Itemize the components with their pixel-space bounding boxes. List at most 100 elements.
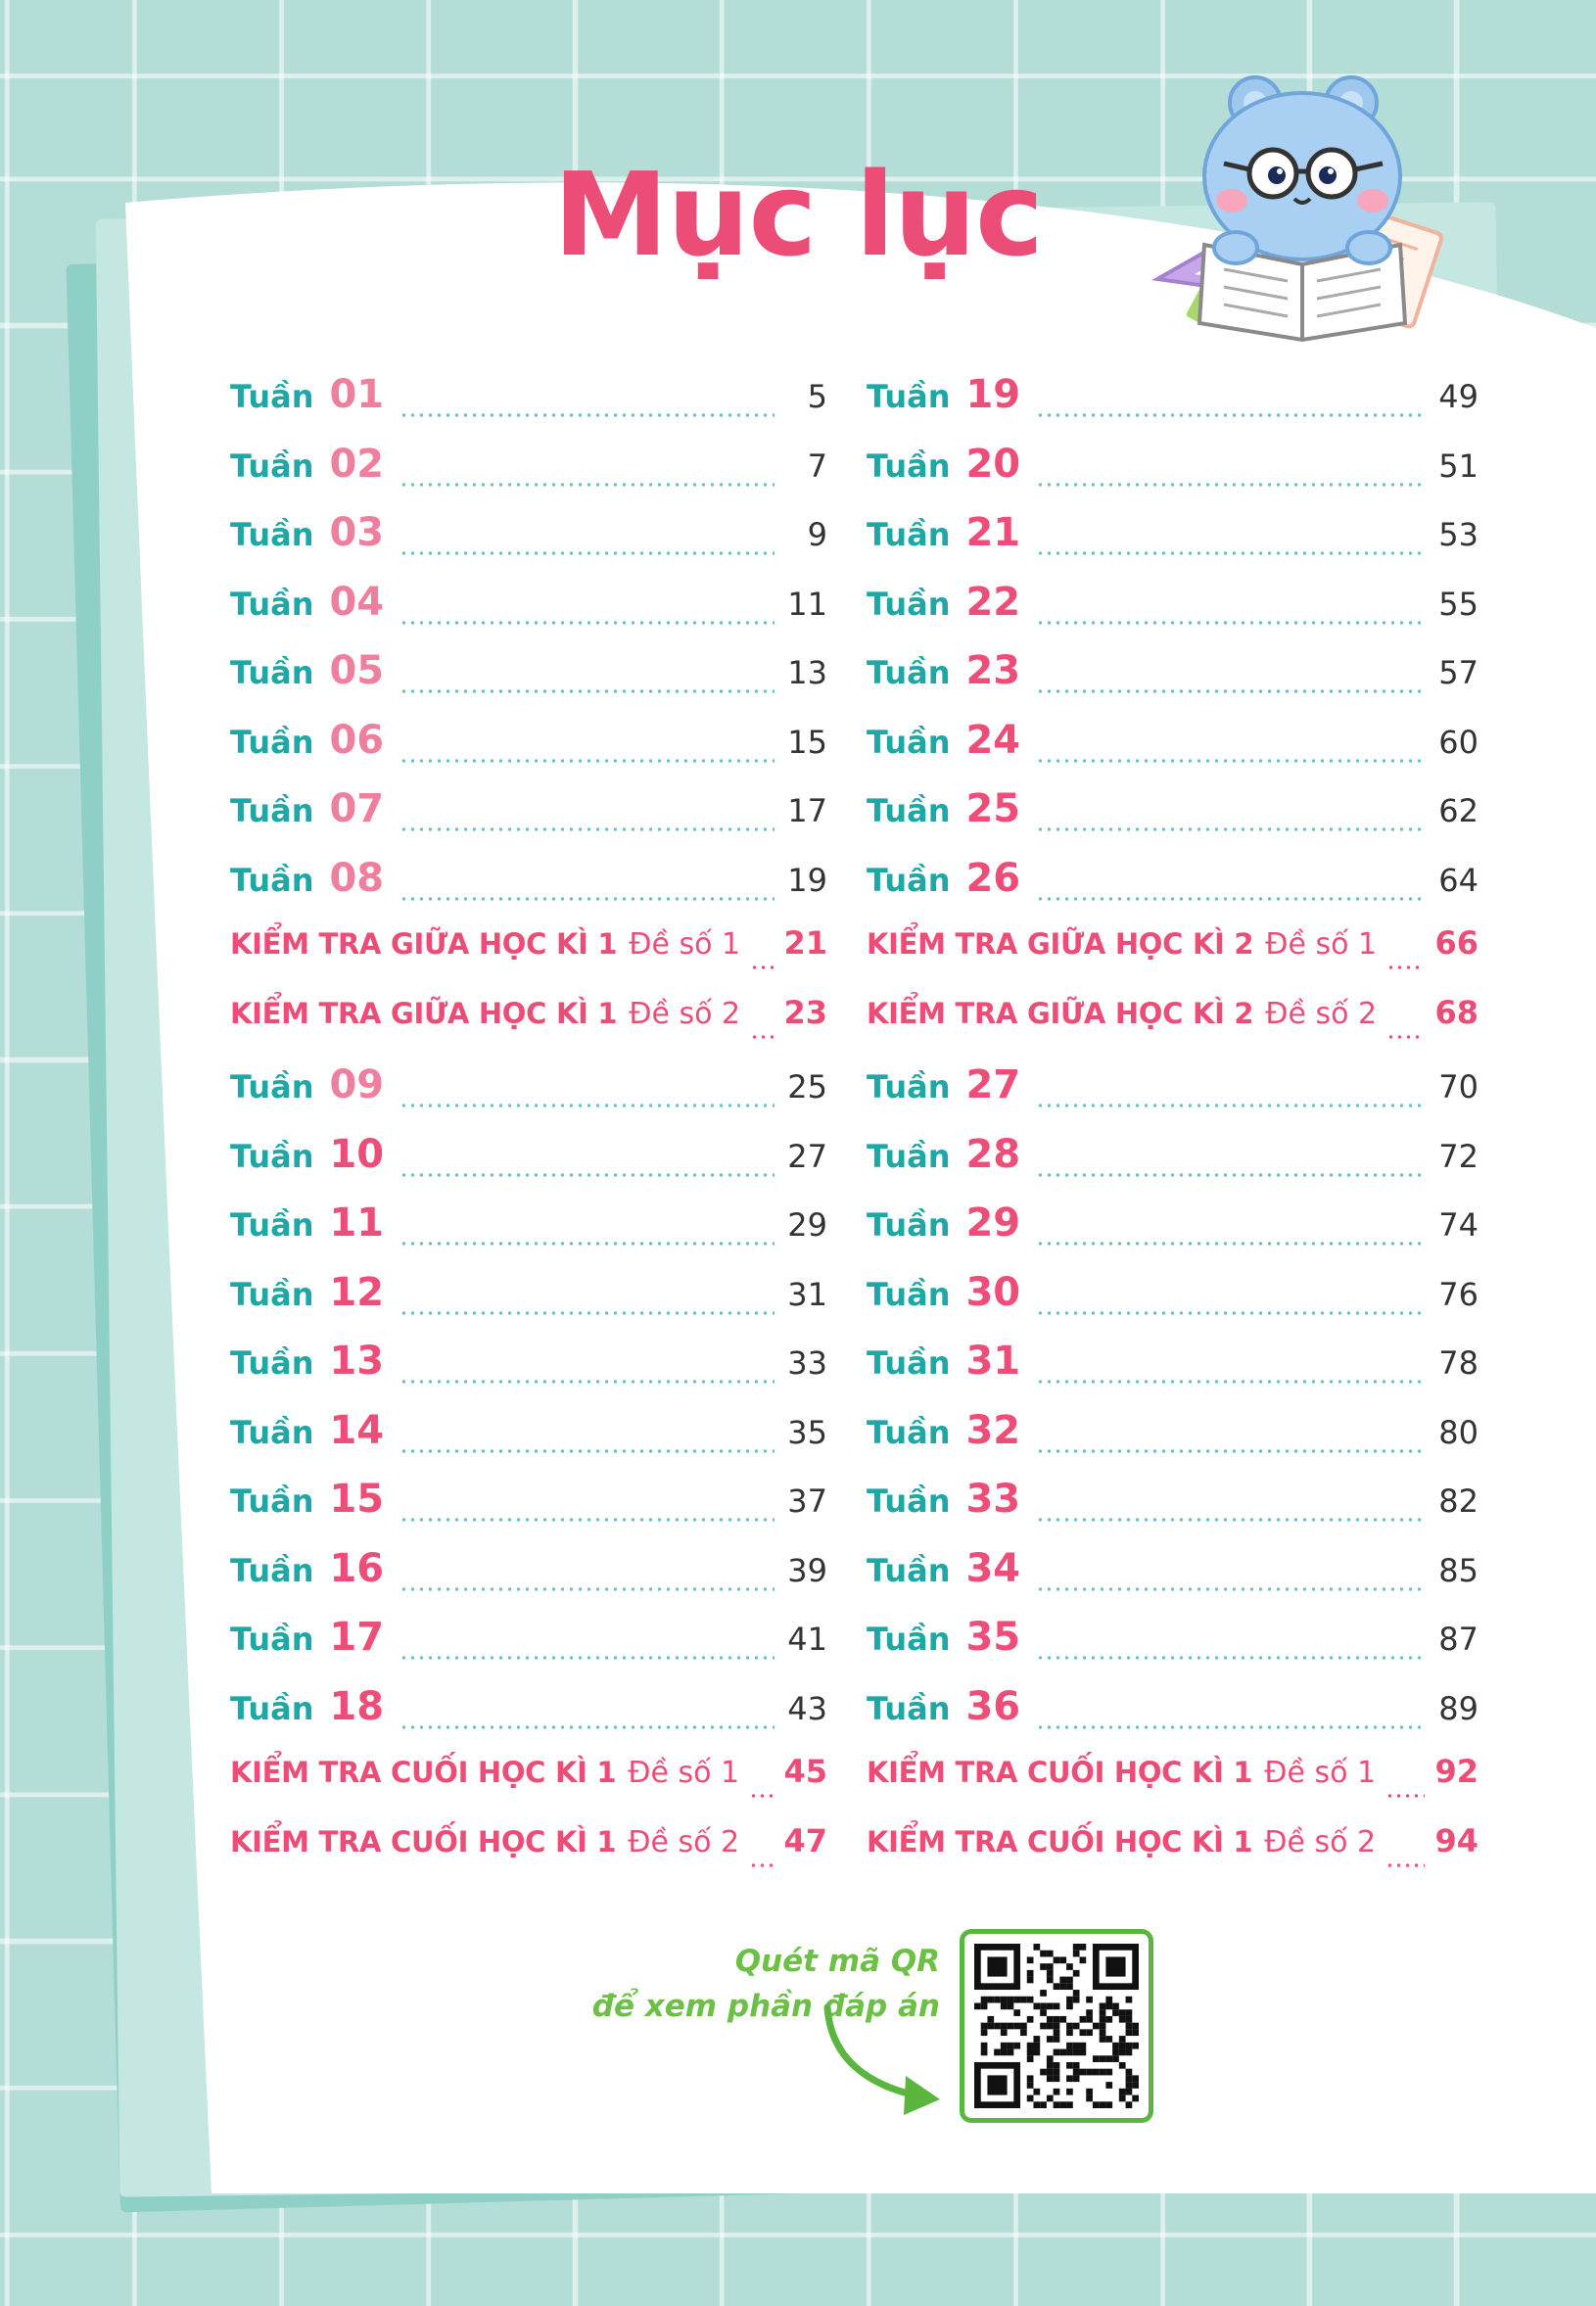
toc-entry[interactable]: Tuần 19 49 <box>867 372 1479 442</box>
toc-entry[interactable]: Tuần 28 72 <box>867 1132 1479 1201</box>
week-number: 36 <box>965 1683 1021 1729</box>
toc-entry[interactable]: Tuần 34 85 <box>867 1546 1479 1616</box>
week-number: 29 <box>965 1200 1021 1246</box>
page-number: 87 <box>1438 1621 1479 1658</box>
toc-entry[interactable]: Tuần 15 37 <box>230 1477 827 1546</box>
dot-leader <box>749 1794 775 1799</box>
page-number: 70 <box>1438 1068 1479 1106</box>
toc-entry[interactable]: Tuần 36 89 <box>867 1684 1479 1754</box>
week-number: 06 <box>329 717 385 763</box>
toc-entry[interactable]: Tuần 02 7 <box>230 442 827 511</box>
exam-title: KIỂM TRA GIỮA HỌC KÌ 2 <box>867 996 1254 1030</box>
toc-entry[interactable]: KIỂM TRA CUỐI HỌC KÌ 1 Đề số 1 92 <box>867 1753 1479 1822</box>
dot-leader <box>1036 689 1426 694</box>
dot-leader <box>399 1586 775 1591</box>
toc-entry[interactable]: KIỂM TRA CUỐI HỌC KÌ 1 Đề số 2 94 <box>867 1822 1479 1892</box>
week-label: Tuần <box>230 1275 314 1313</box>
week-label: Tuần <box>230 792 314 829</box>
toc-entry[interactable]: KIỂM TRA GIỮA HỌC KÌ 2 Đề số 1 66 <box>867 924 1479 994</box>
page-number: 39 <box>787 1551 827 1589</box>
toc-entry[interactable]: Tuần 14 35 <box>230 1408 827 1478</box>
page-number: 57 <box>1438 654 1479 691</box>
dot-leader <box>1036 1724 1426 1729</box>
toc-entry[interactable]: Tuần 03 9 <box>230 510 827 580</box>
dot-leader <box>399 1242 775 1247</box>
toc-entry[interactable]: KIỂM TRA GIỮA HỌC KÌ 1 Đề số 2 23 <box>230 994 827 1063</box>
toc-entry[interactable]: Tuần 12 31 <box>230 1270 827 1340</box>
page-number: 11 <box>787 585 827 623</box>
dot-leader <box>399 1310 775 1315</box>
dot-leader <box>1036 1380 1426 1385</box>
week-label: Tuần <box>230 378 314 415</box>
toc-entry[interactable]: Tuần 09 25 <box>230 1062 827 1132</box>
dot-leader <box>399 1104 775 1108</box>
qr-code-icon <box>974 1944 1139 2108</box>
page-number: 49 <box>1438 378 1479 415</box>
week-label: Tuần <box>230 861 314 899</box>
toc-entry[interactable]: Tuần 22 55 <box>867 580 1479 649</box>
toc-entry[interactable]: Tuần 23 57 <box>867 648 1479 718</box>
page-number: 23 <box>783 993 827 1031</box>
toc-entry[interactable]: Tuần 18 43 <box>230 1684 827 1754</box>
page-number: 43 <box>787 1689 827 1727</box>
toc-entry[interactable]: Tuần 07 17 <box>230 786 827 856</box>
toc-entry[interactable]: Tuần 32 80 <box>867 1408 1479 1478</box>
toc-entry[interactable]: KIỂM TRA CUỐI HỌC KÌ 1 Đề số 1 45 <box>230 1753 827 1822</box>
qr-code[interactable] <box>960 1929 1153 2123</box>
week-label: Tuần <box>230 1689 314 1727</box>
week-label: Tuần <box>230 1344 314 1382</box>
exam-title: KIỂM TRA CUỐI HỌC KÌ 1 <box>230 1756 617 1789</box>
toc-entry[interactable]: Tuần 16 39 <box>230 1546 827 1616</box>
toc-entry[interactable]: Tuần 31 78 <box>867 1339 1479 1408</box>
toc-entry[interactable]: Tuần 35 87 <box>867 1615 1479 1684</box>
toc-entry[interactable]: Tuần 24 60 <box>867 718 1479 787</box>
page-number: 62 <box>1438 792 1479 829</box>
exam-title: KIỂM TRA CUỐI HỌC KÌ 1 <box>867 1756 1253 1789</box>
toc-entry[interactable]: KIỂM TRA GIỮA HỌC KÌ 1 Đề số 1 21 <box>230 924 827 994</box>
week-label: Tuần <box>867 447 951 485</box>
page-number: 33 <box>787 1344 827 1382</box>
toc-entry[interactable]: Tuần 26 64 <box>867 856 1479 925</box>
toc-entry[interactable]: Tuần 17 41 <box>230 1615 827 1684</box>
toc-entry[interactable]: Tuần 11 29 <box>230 1200 827 1270</box>
page-number: 31 <box>787 1275 827 1313</box>
dot-leader <box>1036 1586 1426 1591</box>
week-number: 07 <box>329 786 385 831</box>
page-number: 80 <box>1438 1413 1479 1451</box>
toc-entry[interactable]: Tuần 05 13 <box>230 648 827 718</box>
dot-leader <box>1036 413 1426 418</box>
toc-entry[interactable]: Tuần 20 51 <box>867 442 1479 511</box>
week-number: 02 <box>329 441 385 487</box>
toc-entry[interactable]: Tuần 06 15 <box>230 718 827 787</box>
toc-entry[interactable]: Tuần 33 82 <box>867 1477 1479 1546</box>
week-number: 09 <box>329 1062 385 1107</box>
exam-subtitle: Đề số 2 <box>629 996 741 1031</box>
toc-entry[interactable]: KIỂM TRA GIỮA HỌC KÌ 2 Đề số 2 68 <box>867 994 1479 1063</box>
page-number: 13 <box>787 654 827 691</box>
toc-entry[interactable]: Tuần 29 74 <box>867 1200 1479 1270</box>
dot-leader <box>1385 1862 1426 1867</box>
toc-entry[interactable]: Tuần 30 76 <box>867 1270 1479 1340</box>
exam-subtitle: Đề số 2 <box>628 1824 740 1859</box>
page-title: Mục lục <box>553 147 1044 282</box>
week-label: Tuần <box>867 861 951 899</box>
toc-entry[interactable]: Tuần 08 19 <box>230 856 827 925</box>
toc-entry[interactable]: KIỂM TRA CUỐI HỌC KÌ 1 Đề số 2 47 <box>230 1822 827 1892</box>
exam-subtitle: Đề số 2 <box>1265 996 1378 1031</box>
toc-entry[interactable]: Tuần 01 5 <box>230 372 827 442</box>
toc-entry[interactable]: Tuần 04 11 <box>230 580 827 649</box>
toc-entry[interactable]: Tuần 10 27 <box>230 1132 827 1201</box>
page-number: 53 <box>1438 516 1479 553</box>
dot-leader <box>1036 1310 1426 1315</box>
toc-entry[interactable]: Tuần 13 33 <box>230 1339 827 1408</box>
dot-leader <box>399 1656 775 1661</box>
toc-entry[interactable]: Tuần 25 62 <box>867 786 1479 856</box>
week-label: Tuần <box>230 447 314 485</box>
week-number: 27 <box>965 1062 1021 1107</box>
week-label: Tuần <box>867 792 951 829</box>
week-number: 05 <box>329 648 385 693</box>
page-number: 60 <box>1438 723 1479 761</box>
toc-entry[interactable]: Tuần 27 70 <box>867 1062 1479 1132</box>
page-number: 55 <box>1438 585 1479 623</box>
toc-entry[interactable]: Tuần 21 53 <box>867 510 1479 580</box>
